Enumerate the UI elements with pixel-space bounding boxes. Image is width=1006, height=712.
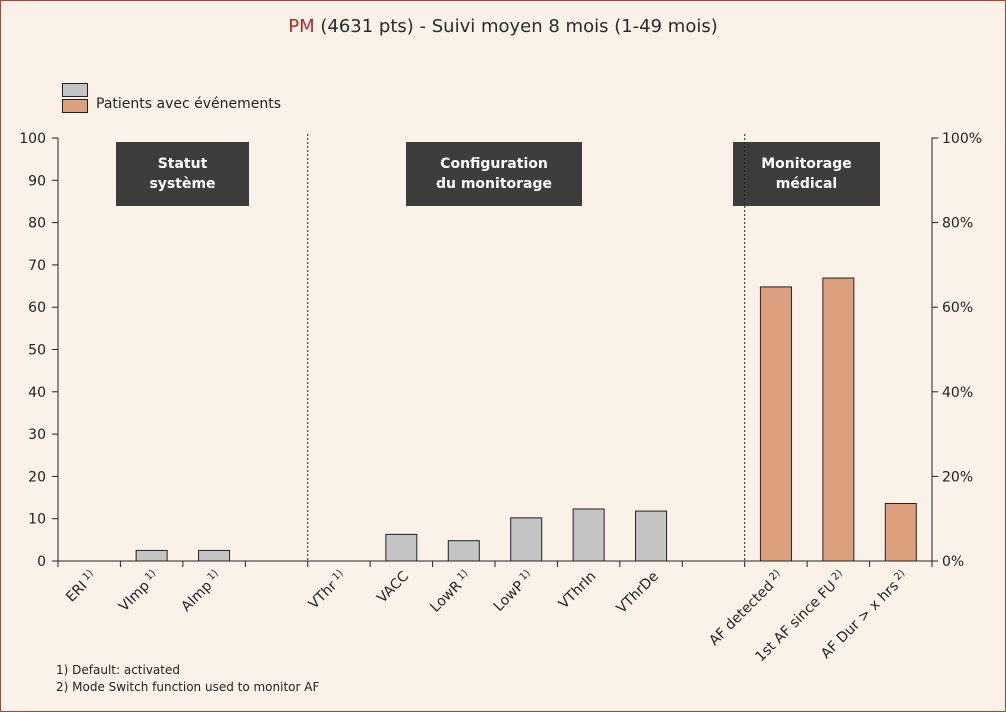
bar-vimp <box>135 549 168 562</box>
section-statut-line1: Statut <box>157 156 208 172</box>
bar-1st-af-since-fu <box>822 277 855 562</box>
y-tick-label-left: 30 <box>28 427 46 443</box>
bar-lowp <box>510 517 543 562</box>
x-tick-label-superscript: 2) <box>765 568 782 585</box>
x-tick-label: VThrIn <box>556 569 600 613</box>
legend-swatch-salmon <box>62 99 88 113</box>
title-rest: (4631 pts) - Suivi moyen 8 mois (1-49 mo… <box>314 16 718 37</box>
x-tick-label-superscript: 1) <box>203 568 220 585</box>
legend-swatch-gray <box>62 83 88 97</box>
y-tick-label-left: 100 <box>19 131 46 147</box>
section-monitorage-line2: médical <box>775 176 838 192</box>
bar-aimp <box>198 549 231 562</box>
bar-vthrin <box>572 508 605 562</box>
bar-lowr <box>447 540 480 562</box>
y-tick-label-left: 90 <box>28 173 46 189</box>
title-prefix: PM <box>288 16 315 37</box>
footnote-1: 1) Default: activated <box>56 663 180 677</box>
section-box-statut: Statut système <box>116 142 249 206</box>
y-tick-label-right: 60% <box>942 300 973 316</box>
section-statut-line2: système <box>149 176 216 192</box>
y-tick-label-left: 40 <box>28 385 46 401</box>
section-config-line1: Configuration <box>440 156 548 172</box>
y-tick-label-left: 0 <box>37 554 46 570</box>
x-tick-label: VACC <box>374 568 412 606</box>
footnote-2: 2) Mode Switch function used to monitor … <box>56 680 320 694</box>
x-tick-label-superscript: 1) <box>328 568 345 585</box>
x-tick-label: LowR 1) <box>427 568 475 616</box>
y-tick-label-right: 0% <box>942 554 964 570</box>
y-tick-label-left: 10 <box>28 512 46 528</box>
y-tick-label-left: 60 <box>28 300 46 316</box>
bar-vthrde <box>635 510 668 562</box>
x-tick-label-superscript: 2) <box>890 568 907 585</box>
x-tick-label: VThrDe <box>614 569 662 617</box>
bar-af-detected <box>759 286 792 562</box>
y-tick-label-left: 50 <box>28 343 46 359</box>
x-tick-label: VImp 1) <box>115 568 162 615</box>
x-tick-label-superscript: 1) <box>79 568 96 585</box>
x-tick-label-superscript: 1) <box>516 568 533 585</box>
section-box-monitorage: Monitorage médical <box>733 142 880 206</box>
y-tick-label-left: 80 <box>28 216 46 232</box>
x-tick-label: AImp 1) <box>178 568 225 615</box>
bar-vacc <box>385 533 418 562</box>
chart-title: PM (4631 pts) - Suivi moyen 8 mois (1-49… <box>0 16 1006 37</box>
section-config-line2: du monitorage <box>435 176 552 192</box>
bar-af-dur-x-hrs <box>884 502 917 562</box>
x-tick-label-superscript: 1) <box>453 568 470 585</box>
x-tick-label-superscript: 1) <box>141 568 158 585</box>
section-box-configuration: Configuration du monitorage <box>406 142 582 206</box>
x-tick-label-superscript: 2) <box>828 568 845 585</box>
y-tick-label-left: 70 <box>28 258 46 274</box>
x-tick-label: ERI 1) <box>62 568 100 606</box>
x-tick-label: VThr 1) <box>305 568 350 613</box>
legend-label-salmon: Patients avec événements <box>96 96 282 112</box>
x-tick-label: LowP 1) <box>490 568 537 615</box>
section-monitorage-line1: Monitorage <box>761 156 852 172</box>
y-tick-label-right: 80% <box>942 216 973 232</box>
y-tick-label-left: 20 <box>28 469 46 485</box>
footnotes: 1) Default: activated 2) Mode Switch fun… <box>56 662 319 696</box>
y-tick-label-right: 100% <box>942 131 982 147</box>
y-tick-label-right: 20% <box>942 469 973 485</box>
y-tick-label-right: 40% <box>942 385 973 401</box>
